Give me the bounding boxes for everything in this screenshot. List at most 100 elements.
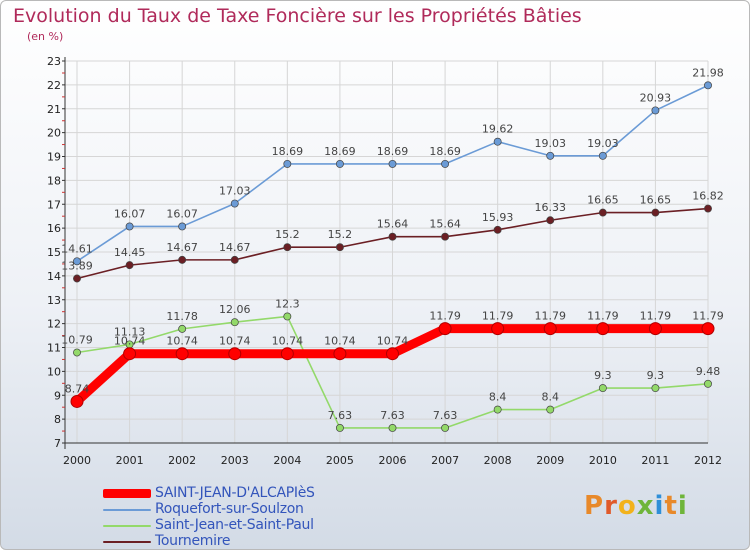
data-label: 18.69	[377, 145, 409, 158]
y-tick-label: 23	[47, 55, 61, 68]
y-tick-label: 8	[54, 413, 61, 426]
data-label: 10.74	[114, 335, 146, 348]
x-tick-label: 2008	[484, 454, 512, 467]
data-label: 14.67	[219, 241, 251, 254]
x-tick-label: 2003	[221, 454, 249, 467]
data-label: 10.74	[272, 335, 304, 348]
y-tick-label: 9	[54, 389, 61, 402]
x-tick-label: 2001	[116, 454, 144, 467]
data-point	[335, 243, 344, 252]
y-tick-label: 12	[47, 318, 61, 331]
unit-label: (en %)	[27, 30, 64, 43]
data-label: 7.63	[380, 409, 405, 422]
data-point	[546, 151, 555, 160]
logo-letter: r	[604, 491, 618, 521]
data-point	[648, 322, 662, 336]
data-point	[125, 222, 134, 231]
data-label: 8.4	[489, 391, 507, 404]
data-label: 7.63	[433, 409, 458, 422]
data-label: 16.65	[587, 194, 619, 207]
legend-swatch	[103, 525, 151, 527]
x-tick-label: 2011	[641, 454, 669, 467]
data-label: 10.74	[219, 335, 251, 348]
data-point	[178, 324, 187, 333]
data-label: 16.65	[640, 194, 672, 207]
data-label: 16.82	[692, 190, 724, 203]
data-point	[73, 257, 81, 266]
data-label: 11.79	[587, 310, 619, 323]
data-label: 11.13	[114, 325, 146, 338]
data-point	[704, 81, 712, 90]
data-label: 11.79	[482, 310, 514, 323]
data-label: 10.74	[324, 335, 356, 348]
data-point	[388, 424, 397, 432]
data-label: 9.3	[647, 369, 665, 382]
data-label: 8.4	[542, 391, 560, 404]
data-label: 8.74	[65, 382, 90, 395]
data-point	[441, 424, 450, 432]
data-point	[704, 379, 712, 388]
data-label: 11.79	[640, 310, 672, 323]
data-label: 11.79	[692, 310, 724, 323]
data-point	[598, 384, 607, 393]
y-tick-label: 18	[47, 174, 61, 187]
data-point	[283, 159, 292, 168]
data-label: 19.62	[482, 123, 514, 136]
y-tick-label: 11	[47, 342, 61, 355]
x-tick-label: 2006	[379, 454, 407, 467]
data-point	[228, 347, 242, 361]
data-point	[280, 347, 294, 361]
data-label: 19.03	[587, 137, 619, 150]
data-point	[546, 405, 555, 414]
data-point	[441, 232, 450, 241]
data-point	[335, 159, 344, 168]
data-label: 16.33	[535, 201, 567, 214]
data-point	[651, 208, 660, 217]
x-tick-label: 2009	[536, 454, 564, 467]
data-label: 10.74	[166, 335, 198, 348]
data-point	[438, 322, 452, 336]
y-tick-label: 14	[47, 270, 61, 283]
y-tick-label: 7	[54, 437, 61, 450]
data-point	[283, 312, 292, 321]
data-label: 11.78	[166, 310, 198, 323]
data-label: 15.93	[482, 211, 514, 224]
data-point	[125, 261, 134, 270]
data-point	[386, 347, 399, 361]
data-label: 9.48	[696, 365, 721, 378]
y-tick-label: 20	[47, 127, 61, 140]
y-tick-label: 13	[47, 294, 61, 307]
logo-letter: i	[654, 491, 665, 521]
data-label: 14.67	[166, 241, 198, 254]
legend-label: Tournemire	[155, 533, 231, 549]
data-point	[283, 243, 292, 252]
data-label: 11.79	[535, 310, 567, 323]
chart-title: Evolution du Taux de Taxe Foncière sur l…	[13, 5, 582, 27]
data-label: 9.3	[594, 369, 612, 382]
data-point	[598, 208, 607, 217]
data-label: 10.74	[377, 335, 409, 348]
data-point	[651, 384, 660, 393]
data-label: 11.79	[429, 310, 461, 323]
data-point	[230, 199, 239, 208]
legend-swatch	[103, 541, 151, 543]
x-tick-label: 2010	[589, 454, 617, 467]
data-point	[493, 225, 502, 234]
data-label: 17.03	[219, 185, 251, 198]
data-label: 10.79	[61, 334, 93, 347]
logo-letter: x	[636, 491, 655, 521]
legend-label: SAINT-JEAN-D'ALCAPIèS	[155, 485, 315, 501]
logo-letter: o	[617, 491, 637, 521]
data-point	[333, 347, 347, 361]
data-point	[493, 405, 502, 414]
data-point	[178, 222, 187, 231]
data-label: 7.63	[328, 409, 353, 422]
data-point	[230, 318, 239, 327]
data-point	[493, 137, 502, 146]
data-label: 12.06	[219, 303, 251, 316]
logo-letter: i	[677, 491, 688, 521]
data-label: 14.61	[61, 242, 93, 255]
x-tick-label: 2012	[694, 454, 722, 467]
data-label: 20.93	[640, 91, 672, 104]
